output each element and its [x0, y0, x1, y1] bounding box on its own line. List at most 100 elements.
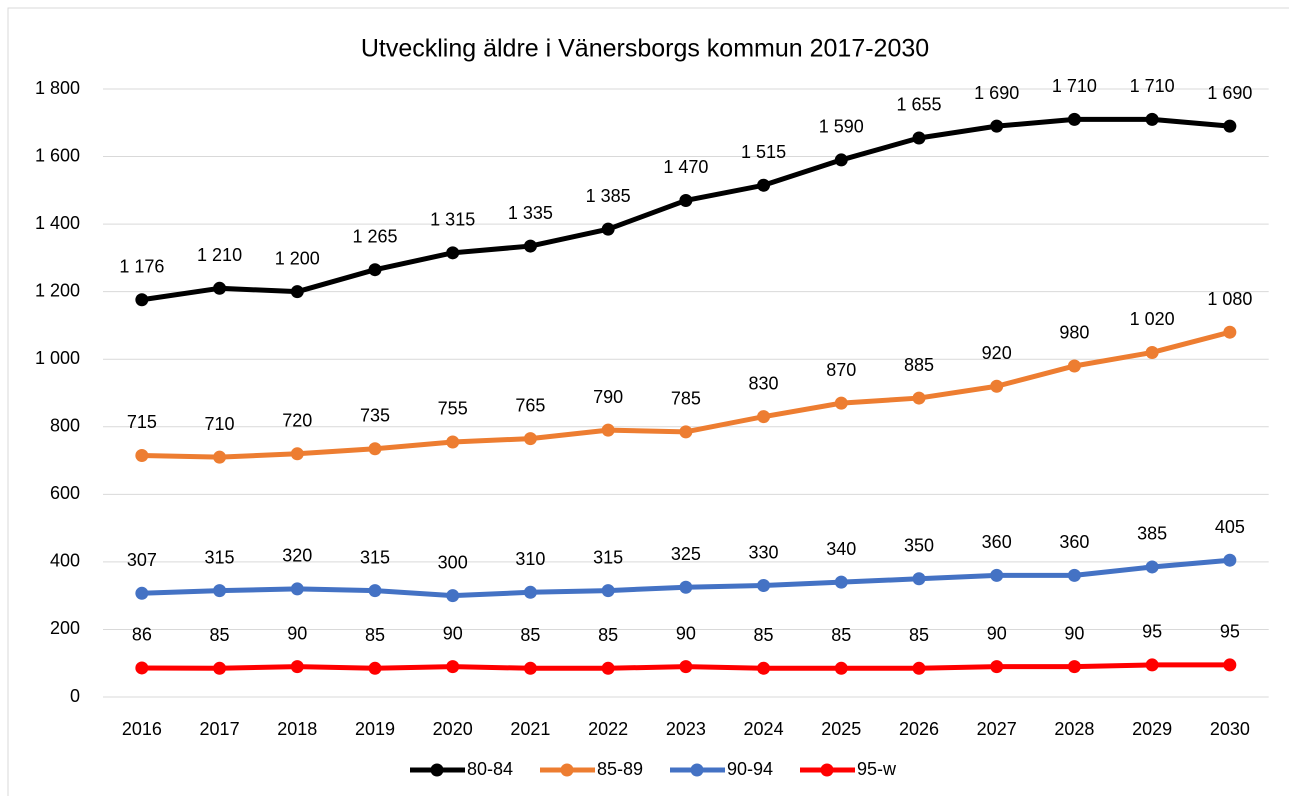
- point: [1067, 112, 1081, 126]
- x-tick-label: 2020: [433, 719, 473, 739]
- data-label: 330: [749, 542, 779, 562]
- data-label: 95: [1142, 622, 1162, 642]
- data-label: 1 020: [1130, 309, 1175, 329]
- point: [446, 246, 460, 260]
- point: [912, 131, 926, 145]
- legend-marker: [560, 763, 574, 777]
- point: [834, 153, 848, 167]
- point: [1067, 660, 1081, 674]
- data-label: 85: [831, 625, 851, 645]
- y-tick-label: 1 400: [35, 213, 80, 233]
- x-tick-label: 2021: [510, 719, 550, 739]
- point: [757, 410, 771, 424]
- data-label: 90: [1064, 623, 1084, 643]
- data-label: 1 176: [119, 257, 164, 277]
- legend-marker: [430, 763, 444, 777]
- point: [679, 425, 693, 439]
- legend-marker: [690, 763, 704, 777]
- x-tick-label: 2023: [666, 719, 706, 739]
- data-label: 720: [282, 411, 312, 431]
- point: [1145, 658, 1159, 672]
- data-label: 95: [1220, 622, 1240, 642]
- data-label: 90: [443, 623, 463, 643]
- point: [834, 661, 848, 675]
- legend-marker: [820, 763, 834, 777]
- data-label: 405: [1215, 517, 1245, 537]
- point: [912, 391, 926, 405]
- y-tick-label: 800: [50, 416, 80, 436]
- data-label: 1 200: [275, 248, 320, 268]
- data-label: 315: [205, 547, 235, 567]
- point: [757, 178, 771, 192]
- point: [523, 585, 537, 599]
- point: [290, 660, 304, 674]
- y-tick-label: 400: [50, 551, 80, 571]
- data-label: 1 385: [586, 186, 631, 206]
- data-label: 1 655: [896, 95, 941, 115]
- point: [990, 660, 1004, 674]
- data-label: 1 590: [819, 117, 864, 137]
- x-tick-label: 2018: [277, 719, 317, 739]
- point: [1223, 325, 1237, 339]
- data-label: 360: [982, 532, 1012, 552]
- data-label: 85: [365, 625, 385, 645]
- data-label: 300: [438, 552, 468, 572]
- x-tick-label: 2029: [1132, 719, 1172, 739]
- data-label: 1 315: [430, 210, 475, 230]
- point: [446, 589, 460, 603]
- data-label: 310: [515, 549, 545, 569]
- data-label: 1 210: [197, 245, 242, 265]
- x-tick-label: 2016: [122, 719, 162, 739]
- data-label: 315: [360, 547, 390, 567]
- point: [290, 285, 304, 299]
- point: [290, 447, 304, 461]
- point: [679, 660, 693, 674]
- x-tick-label: 2025: [821, 719, 861, 739]
- point: [1145, 112, 1159, 126]
- x-tick-label: 2017: [200, 719, 240, 739]
- data-label: 1 080: [1207, 289, 1252, 309]
- data-label: 1 690: [1207, 83, 1252, 103]
- data-label: 870: [826, 360, 856, 380]
- point: [290, 582, 304, 596]
- point: [213, 450, 227, 464]
- y-tick-label: 1 600: [35, 145, 80, 165]
- legend-label: 95-w: [857, 759, 897, 779]
- data-label: 340: [826, 539, 856, 559]
- x-tick-label: 2027: [977, 719, 1017, 739]
- point: [1223, 553, 1237, 567]
- point: [912, 572, 926, 586]
- point: [1067, 359, 1081, 373]
- point: [368, 661, 382, 675]
- data-label: 980: [1059, 323, 1089, 343]
- legend-label: 80-84: [467, 759, 513, 779]
- y-tick-label: 1 200: [35, 280, 80, 300]
- data-label: 830: [749, 373, 779, 393]
- x-tick-label: 2026: [899, 719, 939, 739]
- data-label: 1 515: [741, 142, 786, 162]
- point: [135, 293, 149, 307]
- data-label: 90: [676, 623, 696, 643]
- data-label: 360: [1059, 532, 1089, 552]
- point: [757, 579, 771, 593]
- data-label: 1 470: [663, 157, 708, 177]
- y-tick-label: 1 800: [35, 78, 80, 98]
- point: [990, 379, 1004, 393]
- point: [213, 281, 227, 295]
- data-label: 320: [282, 546, 312, 566]
- point: [1145, 560, 1159, 574]
- point: [135, 448, 149, 462]
- point: [1223, 658, 1237, 672]
- point: [368, 442, 382, 456]
- data-label: 1 265: [352, 226, 397, 246]
- point: [601, 661, 615, 675]
- data-label: 307: [127, 550, 157, 570]
- point: [1067, 568, 1081, 582]
- data-label: 385: [1137, 524, 1167, 544]
- point: [834, 396, 848, 410]
- point: [990, 119, 1004, 133]
- point: [990, 568, 1004, 582]
- data-label: 325: [671, 544, 701, 564]
- point: [679, 580, 693, 594]
